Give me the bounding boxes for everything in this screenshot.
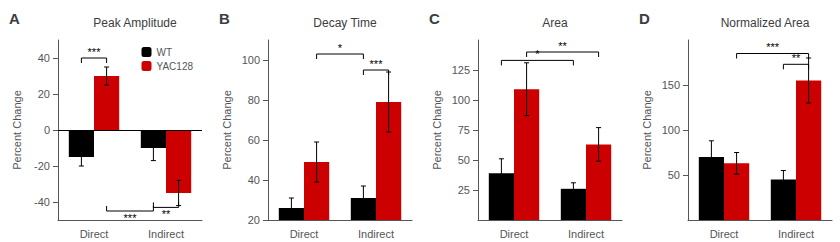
- svg-text:Indirect: Indirect: [358, 228, 394, 240]
- svg-text:-20: -20: [34, 160, 50, 172]
- svg-text:C: C: [429, 10, 440, 27]
- svg-text:-40: -40: [34, 196, 50, 208]
- svg-text:*: *: [338, 42, 343, 54]
- svg-text:100: 100: [662, 124, 680, 136]
- svg-text:20: 20: [248, 214, 260, 226]
- svg-text:150: 150: [662, 79, 680, 91]
- svg-text:***: ***: [124, 212, 138, 224]
- svg-text:50: 50: [668, 169, 680, 181]
- svg-text:**: **: [558, 40, 567, 52]
- svg-text:Percent Change: Percent Change: [11, 90, 23, 170]
- svg-text:Percent Change: Percent Change: [221, 90, 233, 170]
- svg-text:50: 50: [458, 154, 470, 166]
- svg-text:40: 40: [38, 52, 50, 64]
- svg-text:Decay Time: Decay Time: [313, 16, 377, 30]
- svg-text:B: B: [219, 10, 230, 27]
- svg-text:Direct: Direct: [80, 228, 109, 240]
- svg-text:Percent Change: Percent Change: [641, 90, 653, 170]
- svg-text:100: 100: [242, 54, 260, 66]
- svg-text:**: **: [792, 52, 801, 64]
- svg-text:*: *: [535, 48, 540, 60]
- svg-text:Direct: Direct: [290, 228, 319, 240]
- svg-text:Direct: Direct: [710, 228, 739, 240]
- svg-text:Area: Area: [542, 16, 568, 30]
- svg-text:WT: WT: [156, 47, 172, 58]
- svg-text:25: 25: [458, 184, 470, 196]
- svg-text:Percent Change: Percent Change: [431, 90, 443, 170]
- svg-text:0: 0: [44, 124, 50, 136]
- svg-text:40: 40: [248, 174, 260, 186]
- svg-text:Normalized Area: Normalized Area: [721, 16, 810, 30]
- svg-text:125: 125: [452, 64, 470, 76]
- svg-text:A: A: [9, 10, 20, 27]
- svg-text:20: 20: [38, 88, 50, 100]
- svg-text:Direct: Direct: [500, 228, 529, 240]
- svg-text:D: D: [639, 10, 650, 27]
- svg-text:YAC128: YAC128: [156, 61, 193, 72]
- svg-text:100: 100: [452, 94, 470, 106]
- svg-text:Indirect: Indirect: [148, 228, 184, 240]
- svg-text:80: 80: [248, 94, 260, 106]
- svg-text:75: 75: [458, 124, 470, 136]
- svg-text:**: **: [162, 208, 171, 220]
- svg-text:Indirect: Indirect: [568, 228, 604, 240]
- svg-text:60: 60: [248, 134, 260, 146]
- svg-text:***: ***: [766, 41, 780, 53]
- svg-text:***: ***: [88, 46, 102, 58]
- svg-text:Indirect: Indirect: [778, 228, 814, 240]
- svg-text:***: ***: [370, 58, 384, 70]
- svg-text:Peak Amplitude: Peak Amplitude: [93, 16, 177, 30]
